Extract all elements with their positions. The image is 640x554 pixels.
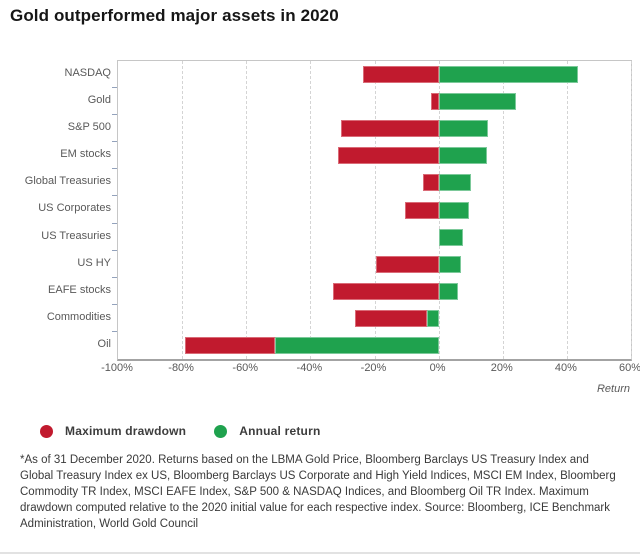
bar-annual-return (427, 309, 439, 327)
bar-annual-return (438, 147, 487, 165)
x-axis-label: Return (596, 383, 630, 395)
y-axis-tick (112, 141, 117, 143)
bar-maximum-drawdown (340, 120, 439, 138)
category-label: S&P 500 (67, 121, 111, 134)
y-axis-tick (112, 168, 117, 170)
drawdown-dot-icon (40, 424, 53, 438)
return-dot-icon (214, 424, 228, 438)
bar-annual-return (438, 228, 463, 246)
y-axis-tick (112, 303, 117, 305)
legend-label: Maximum drawdown (65, 424, 187, 438)
legend-item-return: Annual return (214, 424, 320, 438)
bar-annual-return (438, 174, 471, 192)
bar-maximum-drawdown (430, 93, 439, 111)
y-axis-tick (112, 330, 117, 332)
bar-maximum-drawdown (363, 66, 439, 84)
bar-maximum-drawdown (337, 147, 439, 165)
x-tick-label: -80% (168, 362, 194, 374)
bar-maximum-drawdown (332, 282, 439, 300)
bar-maximum-drawdown (355, 309, 428, 327)
x-tick-label: 0% (429, 362, 446, 374)
x-tick-label: 60% (618, 362, 640, 374)
bar-maximum-drawdown (376, 255, 439, 273)
bar-annual-return (438, 66, 579, 84)
category-label: Oil (97, 337, 111, 350)
bar-annual-return (438, 201, 470, 219)
grid-line (182, 61, 184, 359)
legend-item-drawdown: Maximum drawdown (40, 424, 186, 438)
category-label: US HY (77, 256, 111, 269)
category-label: Global Treasuries (24, 175, 111, 188)
bar-annual-return (438, 93, 516, 111)
bar-annual-return (438, 282, 458, 300)
category-label: NASDAQ (64, 67, 111, 79)
grid-line (502, 61, 504, 359)
bar-chart: Return -100% -80% -60% -40% -20% 0% 20% 40% 60% N… (24, 60, 640, 395)
category-label: Commodities (46, 310, 111, 323)
bar-maximum-drawdown (185, 336, 276, 354)
y-axis-tick (112, 87, 117, 89)
bar-maximum-drawdown (404, 201, 439, 219)
category-label: US Treasuries (41, 229, 111, 242)
source-footnote: *As of 31 December 2020. Returns based o… (20, 454, 616, 530)
y-axis-tick (112, 222, 117, 224)
x-tick-label: -40% (296, 362, 323, 374)
bar-annual-return (275, 336, 439, 354)
y-axis-tick (112, 249, 117, 251)
bar-annual-return (438, 255, 462, 273)
legend-label: Annual return (239, 424, 321, 438)
x-tick-label: -100% (101, 362, 133, 374)
category-label: Gold (87, 94, 111, 107)
chart-legend: Maximum drawdown Annual return (40, 424, 321, 438)
plot-area (117, 60, 632, 361)
x-tick-label: 40% (554, 362, 577, 374)
grid-line (374, 61, 376, 359)
category-label: US Corporates (38, 202, 111, 215)
grid-line (631, 61, 632, 359)
category-label: EM stocks (60, 148, 111, 161)
x-tick-label: 20% (490, 362, 513, 374)
y-axis-tick (112, 195, 117, 197)
bar-annual-return (438, 120, 489, 138)
x-tick-label: -20% (360, 362, 387, 374)
grid-line (566, 61, 568, 359)
y-axis-tick (112, 114, 117, 116)
chart-title: Gold outperformed major assets in 2020 (10, 6, 339, 25)
category-label: EAFE stocks (48, 283, 111, 296)
grid-line (310, 61, 312, 359)
grid-line (246, 61, 248, 359)
bar-maximum-drawdown (422, 174, 439, 192)
x-tick-label: -60% (232, 362, 259, 374)
y-axis-tick (112, 276, 117, 278)
